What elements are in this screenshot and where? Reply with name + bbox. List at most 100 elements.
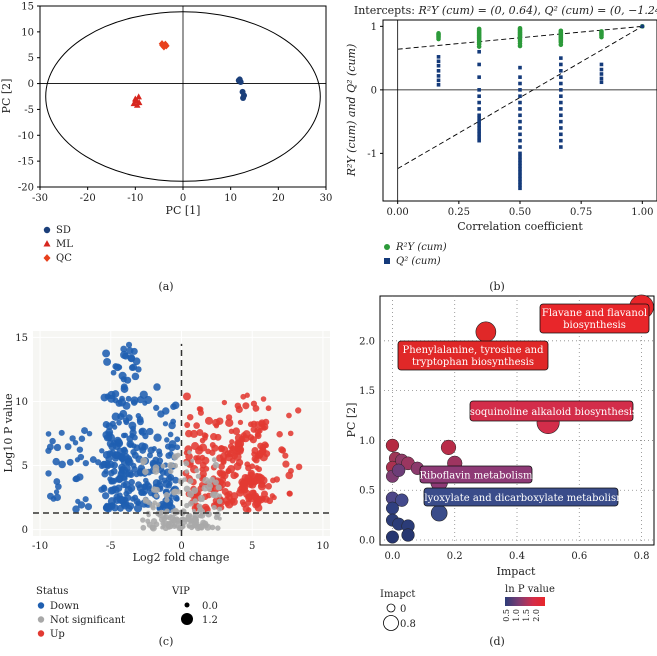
c-point-up bbox=[252, 404, 260, 412]
c-point-up bbox=[237, 419, 244, 426]
c-point-down bbox=[53, 493, 61, 502]
c-point-down bbox=[116, 419, 122, 426]
c-point-up bbox=[182, 392, 191, 401]
b-point-q2 bbox=[518, 113, 522, 118]
c-point-down bbox=[117, 495, 126, 504]
c-point-up bbox=[245, 494, 253, 502]
c-point-down bbox=[125, 395, 132, 402]
c-point-down bbox=[122, 448, 129, 455]
c-point-down bbox=[49, 437, 56, 445]
c-ytick-label: 5 bbox=[22, 461, 28, 472]
b-point-q2 bbox=[559, 88, 563, 92]
c-point-not-significant bbox=[215, 525, 221, 531]
c-point-down bbox=[144, 480, 150, 487]
c-point-not-significant bbox=[184, 469, 190, 474]
b-point-r2y bbox=[599, 34, 604, 40]
b-point-q2 bbox=[559, 81, 563, 86]
c-point-not-significant bbox=[211, 457, 217, 463]
d-ylabel: PC [2] bbox=[345, 403, 358, 438]
c-point-down bbox=[162, 407, 170, 415]
c-point-down bbox=[98, 486, 105, 493]
b-point-q2 bbox=[559, 62, 563, 67]
c-point-up bbox=[271, 494, 277, 501]
c-point-up bbox=[201, 456, 210, 465]
b-point-q2 bbox=[477, 75, 481, 79]
c-point-down bbox=[66, 458, 74, 466]
c-point-not-significant bbox=[160, 520, 166, 526]
b-ytick-label: -1 bbox=[367, 149, 377, 160]
c-point-down bbox=[112, 397, 119, 404]
c-point-up bbox=[199, 437, 206, 444]
c-point-not-significant bbox=[194, 468, 200, 474]
c-point-down bbox=[124, 376, 132, 384]
c-point-not-significant bbox=[187, 517, 194, 524]
c-point-down bbox=[142, 432, 149, 440]
c-point-not-significant bbox=[180, 516, 184, 521]
c-point-up bbox=[225, 418, 234, 428]
c-point-up bbox=[205, 448, 211, 455]
c-point-down bbox=[98, 463, 105, 470]
c-point-down bbox=[102, 349, 111, 358]
c-point-down bbox=[53, 443, 62, 452]
c-legend: Status Down Not significant Up VIP 0.0 1.2 bbox=[36, 586, 218, 640]
b-point-q2 bbox=[518, 161, 522, 165]
c-point-up bbox=[240, 437, 246, 443]
c-xtick-label: 10 bbox=[317, 541, 330, 552]
c-point-not-significant bbox=[197, 508, 201, 513]
c-point-down bbox=[81, 427, 89, 435]
d-pathway-label: Glyoxylate and dicarboxylate metabolism bbox=[416, 493, 626, 504]
a-point-qc bbox=[163, 42, 170, 50]
b-point-q2 bbox=[518, 183, 522, 187]
b-point-q2 bbox=[518, 126, 522, 130]
b-xtick-label: 1.00 bbox=[631, 207, 653, 218]
c-point-not-significant bbox=[167, 461, 175, 469]
c-point-up bbox=[282, 460, 290, 468]
c-point-down bbox=[110, 467, 118, 475]
c-point-down bbox=[122, 432, 128, 438]
c-point-up bbox=[239, 499, 246, 506]
c-point-down bbox=[72, 505, 80, 513]
b-point-q2 bbox=[559, 75, 563, 79]
d-bubble bbox=[385, 501, 399, 515]
c-point-up bbox=[295, 463, 303, 471]
panel-b: Intercepts: R²Y (cum) = (0, 0.64), Q² (c… bbox=[345, 4, 657, 293]
d-bubble-pathway bbox=[475, 321, 497, 343]
c-point-up bbox=[285, 471, 294, 480]
c-point-down bbox=[152, 456, 160, 464]
c-legend-status-title: Status bbox=[36, 586, 68, 597]
c-point-down bbox=[102, 451, 111, 459]
c-point-down bbox=[174, 436, 181, 443]
c-point-down bbox=[117, 470, 126, 479]
c-point-down bbox=[146, 452, 153, 459]
c-point-down bbox=[120, 345, 128, 353]
b-point-q2 bbox=[518, 170, 522, 175]
c-point-down bbox=[130, 425, 136, 432]
b-point-q2 bbox=[518, 186, 522, 191]
c-point-up bbox=[251, 447, 259, 454]
a-xtick-label: 0 bbox=[180, 193, 186, 204]
c-point-down bbox=[151, 445, 157, 452]
c-point-not-significant bbox=[172, 522, 178, 528]
d-color-legend-title: ln P value bbox=[505, 584, 555, 595]
a-legend-marker-ml bbox=[43, 240, 51, 247]
b-point-q2 bbox=[518, 180, 522, 184]
c-point-not-significant bbox=[192, 508, 196, 513]
c-point-down bbox=[125, 470, 131, 477]
a-point-ml bbox=[130, 100, 138, 107]
d-ytick-label: 2.0 bbox=[359, 336, 375, 347]
c-point-not-significant bbox=[202, 476, 210, 484]
b-point-r2y bbox=[476, 44, 482, 49]
c-point-up bbox=[203, 465, 210, 472]
a-point-sd bbox=[240, 95, 247, 102]
c-point-not-significant bbox=[151, 486, 158, 493]
c-point-down bbox=[45, 431, 52, 437]
a-ytick-label: 5 bbox=[28, 53, 34, 64]
d-label-box bbox=[397, 340, 549, 371]
c-point-up bbox=[229, 457, 236, 464]
a-ytick-label: 15 bbox=[21, 2, 34, 13]
c-point-down bbox=[172, 494, 180, 502]
c-point-up bbox=[186, 413, 194, 421]
b-point-q2 bbox=[559, 132, 563, 137]
c-point-not-significant bbox=[195, 473, 201, 479]
